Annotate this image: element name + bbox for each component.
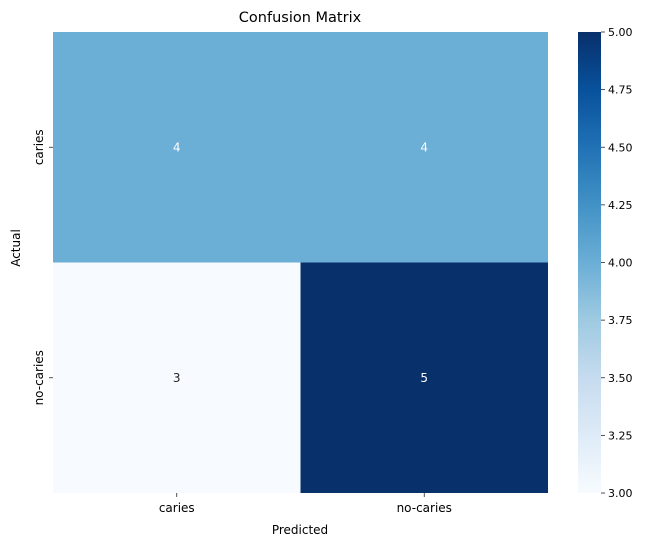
colorbar-tick-label: 3.75 — [608, 314, 633, 327]
y-axis-ticks: caries no-caries — [32, 129, 53, 405]
colorbar-tick-label: 3.50 — [608, 372, 633, 385]
x-axis-label: Predicted — [272, 523, 328, 537]
colorbar-tick-label: 4.75 — [608, 84, 633, 97]
colorbar-tick-label: 3.25 — [608, 429, 633, 442]
x-tick-label: caries — [159, 501, 195, 515]
x-tick-label: no-caries — [397, 501, 452, 515]
cell-value-label: 4 — [420, 140, 428, 154]
x-axis-ticks: caries no-caries — [159, 493, 452, 515]
y-axis-label: Actual — [9, 229, 23, 267]
heatmap-cells: 4 4 3 5 — [53, 32, 548, 493]
colorbar-tick-label: 3.00 — [608, 487, 633, 500]
chart-title: Confusion Matrix — [239, 10, 362, 26]
heatmap-cell — [53, 32, 301, 263]
colorbar-tick-label: 4.25 — [608, 199, 633, 212]
heatmap-cell — [300, 262, 548, 493]
cell-value-label: 4 — [173, 140, 181, 154]
colorbar-tick-label: 4.00 — [608, 257, 633, 270]
y-tick-label: caries — [32, 129, 46, 165]
cell-value-label: 3 — [173, 371, 181, 385]
colorbar-tick-label: 5.00 — [608, 26, 633, 39]
y-tick-label: no-caries — [32, 350, 46, 405]
cell-value-label: 5 — [420, 371, 428, 385]
heatmap-cell — [300, 32, 548, 263]
colorbar — [578, 32, 601, 493]
colorbar-ticks: 3.00 3.25 3.50 3.75 4.00 4.25 4.50 4.75 5.00 — [601, 26, 633, 500]
heatmap-cell — [53, 262, 301, 493]
colorbar-tick-label: 4.50 — [608, 141, 633, 154]
